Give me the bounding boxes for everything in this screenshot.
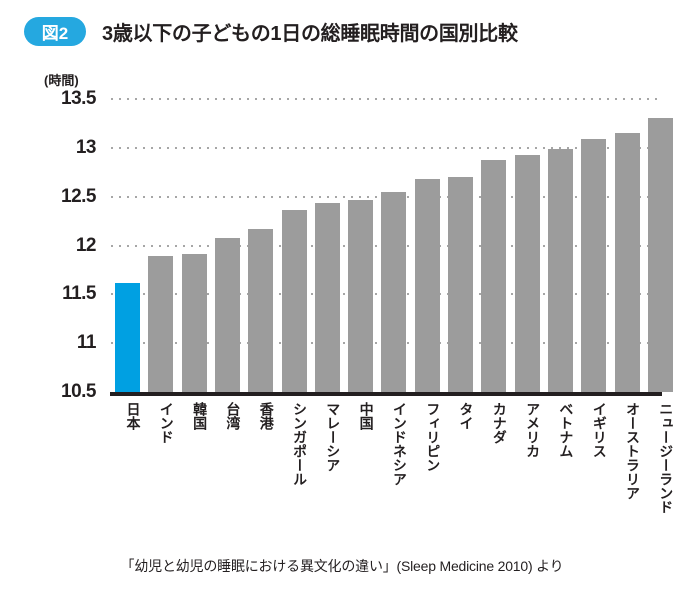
bar-タイ <box>448 177 473 392</box>
bar-カナダ <box>481 159 507 392</box>
y-axis-tick-label: 12 <box>75 234 97 256</box>
x-axis-label-タイ: タイ <box>458 402 475 430</box>
bar-フィリピン <box>414 179 440 392</box>
x-axis-label-中国: 中国 <box>358 402 375 430</box>
x-axis-label-カナダ: カナダ <box>491 402 508 444</box>
bar-インドネシア <box>381 191 407 392</box>
gridline <box>111 98 659 100</box>
figure-number-badge: 図2 <box>24 16 86 46</box>
y-axis-tick-label: 12.5 <box>61 185 96 207</box>
bar-台湾 <box>214 237 240 392</box>
x-axis-label-韓国: 韓国 <box>192 402 209 430</box>
page-title: 3歳以下の子どもの1日の総睡眠時間の国別比較 <box>102 22 518 45</box>
bar-イギリス <box>581 139 607 392</box>
x-axis-label-ベトナム: ベトナム <box>558 402 575 458</box>
bar-シンガポール <box>281 210 307 392</box>
bar-中国 <box>348 199 374 392</box>
y-axis-unit-label: (時間) <box>44 73 79 88</box>
y-axis-tick-label: 10.5 <box>61 381 96 402</box>
x-axis-label-フィリピン: フィリピン <box>425 402 442 472</box>
bar-香港 <box>248 228 274 392</box>
bar-オーストラリア <box>614 133 640 392</box>
bar-アメリカ <box>514 154 540 392</box>
x-axis-label-香港: 香港 <box>258 402 275 430</box>
bar-日本 <box>115 282 140 392</box>
source-caption: 「幼児と幼児の睡眠における異文化の違い」(Sleep Medicine 2010… <box>120 558 564 574</box>
bar-韓国 <box>181 254 207 392</box>
bar-ベトナム <box>547 148 573 392</box>
x-axis-label-台湾: 台湾 <box>225 402 242 430</box>
x-axis-label-シンガポール: シンガポール <box>292 402 308 486</box>
bar-マレーシア <box>314 202 340 392</box>
x-axis-label-ニュージーランド: ニュージーランド <box>658 402 675 514</box>
y-axis-tick-label: 11 <box>76 332 97 354</box>
x-axis-label-アメリカ: アメリカ <box>525 402 542 458</box>
chart-header: 図2 3歳以下の子どもの1日の総睡眠時間の国別比較 <box>0 0 684 62</box>
bar-ニュージーランド <box>647 117 673 392</box>
x-axis-label-マレーシア: マレーシア <box>325 402 342 472</box>
x-axis-label-インドネシア: インドネシア <box>391 402 408 486</box>
y-axis-tick-label: 13.5 <box>61 88 96 109</box>
gridline <box>111 146 659 149</box>
x-axis-baseline <box>110 392 662 396</box>
bar-インド <box>148 256 174 392</box>
x-axis-label-インド: インド <box>158 402 175 444</box>
y-axis-tick-label: 13 <box>75 136 97 158</box>
x-axis-label-オーストラリア: オーストラリア <box>625 402 641 500</box>
x-axis-label-イギリス: イギリス <box>591 402 608 458</box>
x-axis-label-日本: 日本 <box>125 402 142 430</box>
y-axis-tick-label: 11.5 <box>62 283 96 305</box>
